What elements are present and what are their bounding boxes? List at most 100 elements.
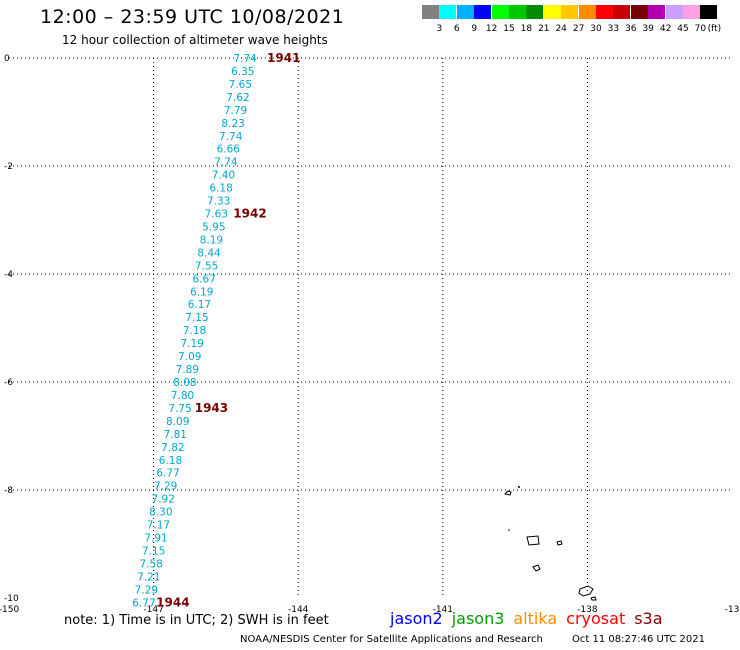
colorbar-label: 9: [471, 24, 478, 34]
colorbar-swatch: [683, 5, 700, 19]
swh-data-point: 7.18: [183, 325, 206, 337]
colorbar-swatch: [456, 5, 474, 19]
x-tick-label: -150: [0, 605, 19, 615]
chart-subtitle: 12 hour collection of altimeter wave hei…: [62, 33, 328, 47]
colorbar-label: 3: [436, 24, 443, 34]
swh-data-point: 7.19: [180, 338, 203, 350]
island-outline: [503, 490, 512, 496]
footer: NOAA/NESDIS Center for Satellite Applica…: [240, 634, 705, 645]
swh-data-point: 6.17: [188, 299, 211, 311]
swh-data-point: 8.30: [149, 507, 172, 519]
swh-data-point: 8.09: [166, 416, 189, 428]
swh-data-point: 7.17: [147, 520, 170, 532]
y-tick-label: -10: [4, 594, 19, 604]
swh-data-point: 7.91: [144, 533, 167, 545]
legend-jason3: jason3: [451, 609, 505, 628]
swh-data-point: 7.74: [214, 157, 238, 169]
colorbar-swatch: [509, 5, 526, 19]
swh-data-point: 7.74: [233, 53, 257, 65]
legend-s3a: s3a: [634, 609, 663, 628]
colorbar-label: 30: [590, 24, 602, 34]
swh-data-point: 7.81: [164, 429, 187, 441]
swh-data-point: 6.66: [217, 144, 241, 156]
colorbar-swatch: [543, 5, 561, 19]
colorbar-swatch: [648, 5, 666, 19]
colorbar-label: 33: [607, 24, 620, 34]
colorbar-label: 15: [503, 24, 515, 34]
island-outline: [556, 540, 563, 546]
y-tick-label: -8: [4, 486, 13, 496]
colorbar-swatch: [439, 5, 457, 19]
swh-data-point: 6.35: [231, 66, 254, 78]
y-tick-label: -6: [4, 378, 13, 388]
swh-data-point: 6.18: [209, 183, 232, 195]
swh-data-point: 7.79: [224, 105, 247, 117]
swh-data-point: 7.15: [142, 545, 165, 557]
swh-data-point: 6.67: [193, 273, 216, 285]
swh-data-point: 8.19: [200, 234, 223, 246]
time-label: 1941: [267, 51, 300, 65]
swh-data-point: 7.63: [205, 209, 228, 221]
swh-data-point: 6.18: [159, 455, 182, 467]
swh-data-point: 7.80: [171, 390, 194, 402]
colorbar-swatch: [422, 5, 439, 19]
swh-data-point: 7.29: [135, 584, 158, 596]
colorbar-label: 27: [572, 24, 585, 34]
satellite-legend: jason2 jason3 altika cryosat s3a: [390, 609, 672, 628]
swh-data-point: 7.75: [168, 403, 191, 415]
colorbar-swatch: [578, 5, 596, 19]
y-tick-label: 0: [4, 54, 10, 64]
x-tick-label: -138: [577, 605, 598, 615]
timestamp-text: Oct 11 08:27:46 UTC 2021: [572, 634, 705, 645]
swh-data-point: 7.58: [139, 558, 162, 570]
colorbar-label: 39: [642, 24, 654, 34]
colorbar-swatch: [596, 5, 613, 19]
swh-data-point: 5.95: [202, 221, 225, 233]
time-label: 1942: [233, 207, 266, 221]
colorbar-swatch: [665, 5, 683, 19]
swh-data-point: 7.89: [176, 364, 199, 376]
swh-data-point: 7.74: [219, 131, 243, 143]
colorbar-label: 24: [555, 24, 567, 34]
swh-data-point: 7.62: [226, 92, 249, 104]
legend-jason2: jason2: [390, 609, 443, 628]
island-outline: [532, 564, 541, 572]
swh-data-point: 7.29: [154, 481, 177, 493]
swh-data-point: 8.08: [173, 377, 196, 389]
colorbar-swatch: [491, 5, 509, 19]
colorbar-swatch: [700, 5, 718, 19]
island-outline: [526, 535, 540, 546]
colorbar-swatch: [613, 5, 631, 19]
island-outline: [518, 486, 520, 488]
swh-data-point: 7.15: [185, 312, 208, 324]
colorbar-label: 45: [677, 24, 689, 34]
colorbar-swatch: [630, 5, 648, 19]
colorbar-swatch: [561, 5, 579, 19]
colorbar-swatch: [526, 5, 544, 19]
x-tick-label: -147: [143, 605, 163, 615]
legend-cryosat: cryosat: [566, 609, 626, 628]
swh-data-point: 7.21: [137, 571, 160, 583]
swh-data-point: 6.19: [190, 286, 213, 298]
swh-data-point: 7.55: [195, 260, 218, 272]
swh-data-point: 7.40: [212, 170, 235, 182]
colorbar-label: 6: [453, 24, 460, 34]
colorbar-label: 36: [625, 24, 637, 34]
colorbar-label: 18: [520, 24, 533, 34]
chart-title: 12:00 – 23:59 UTC 10/08/2021: [40, 6, 345, 28]
x-tick-label: -13: [725, 605, 740, 615]
swh-data-point: 7.33: [207, 196, 230, 208]
colorbar-swatch: [474, 5, 492, 19]
island-outline: [578, 585, 597, 601]
swh-data-point: 7.65: [229, 79, 252, 91]
swh-data-point: 8.23: [221, 118, 244, 130]
swh-data-point: 7.92: [152, 494, 175, 506]
swh-data-point: 8.44: [197, 247, 221, 259]
colorbar-label: 12: [485, 24, 498, 34]
swh-data-point: 7.09: [178, 351, 201, 363]
y-tick-label: -2: [4, 162, 13, 172]
swh-data-point: 6.77: [132, 597, 155, 609]
colorbar-label: 21: [538, 24, 550, 34]
colorbar-label: 42: [659, 24, 672, 34]
